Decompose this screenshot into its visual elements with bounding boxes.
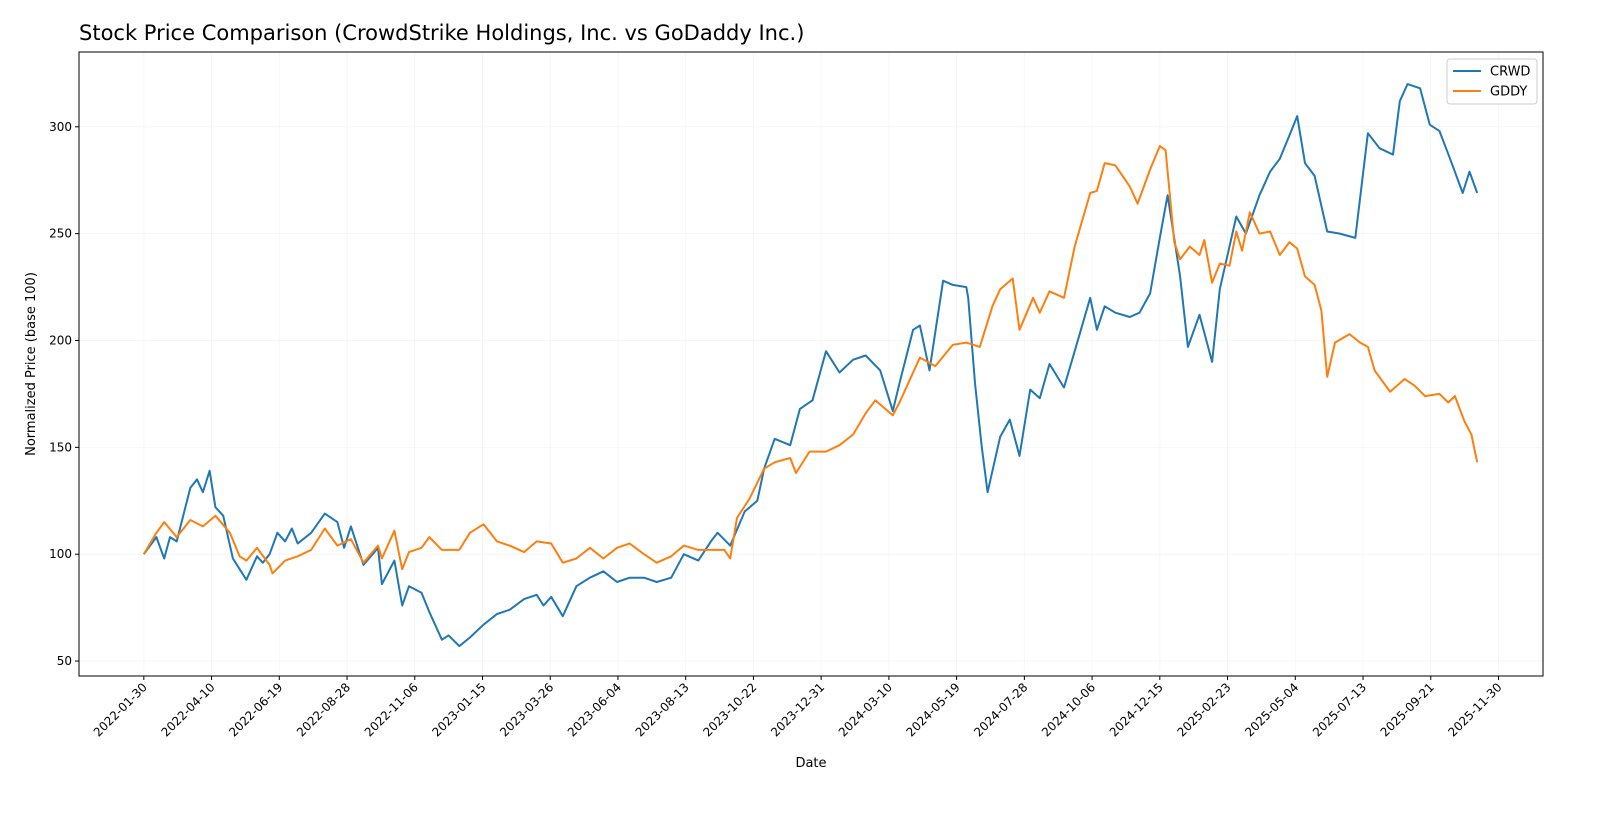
x-tick-label: 2023-06-04 (565, 680, 624, 739)
legend-label-gddy: GDDY (1490, 85, 1527, 100)
x-tick-label: 2025-05-04 (1242, 680, 1301, 739)
x-tick-label: 2025-09-21 (1378, 680, 1437, 739)
y-tick-label: 300 (49, 120, 72, 134)
x-tick-label: 2022-06-19 (226, 680, 285, 739)
x-axis-label: Date (795, 756, 826, 771)
x-tick-label: 2024-10-06 (1039, 680, 1098, 739)
x-tick-label: 2023-08-13 (633, 680, 692, 739)
y-tick-label: 150 (49, 440, 72, 454)
x-tick-label: 2023-03-26 (497, 680, 556, 739)
y-tick-label: 200 (49, 333, 72, 347)
x-tick-label: 2024-12-15 (1107, 680, 1166, 739)
series-lines (142, 83, 1479, 648)
y-axis-label: Normalized Price (base 100) (24, 272, 39, 456)
grid (79, 52, 1543, 676)
x-tick-label: 2023-01-15 (429, 680, 488, 739)
x-tick-label: 2022-11-06 (362, 680, 421, 739)
series-line-gddy (142, 145, 1479, 575)
x-tick-label: 2024-07-28 (971, 680, 1030, 739)
x-tick-label: 2025-07-13 (1310, 680, 1369, 739)
x-axis: 2022-01-30 2022-04-10 2022-06-19 2022-08-28… (91, 676, 1505, 739)
series-line-crwd (142, 83, 1479, 648)
x-tick-label: 2025-11-30 (1445, 680, 1504, 739)
y-tick-label: 250 (49, 227, 72, 241)
y-tick-label: 100 (49, 547, 72, 561)
x-tick-label: 2022-04-10 (158, 680, 217, 739)
x-tick-label: 2025-02-23 (1174, 680, 1233, 739)
y-tick-label: 50 (57, 654, 72, 668)
legend: CRWD GDDY (1446, 58, 1538, 105)
legend-label-crwd: CRWD (1490, 65, 1530, 80)
x-tick-label: 2024-03-10 (836, 680, 895, 739)
chart-title: Stock Price Comparison (CrowdStrike Hold… (79, 21, 804, 45)
x-tick-label: 2024-05-19 (904, 680, 963, 739)
x-tick-label: 2022-01-30 (91, 680, 150, 739)
x-tick-label: 2022-08-28 (294, 680, 353, 739)
y-axis: 50 100 150 200 250 300 (49, 120, 79, 668)
plot-frame (78, 51, 1544, 677)
x-tick-label: 2023-12-31 (768, 680, 827, 739)
x-tick-label: 2023-10-22 (700, 680, 759, 739)
